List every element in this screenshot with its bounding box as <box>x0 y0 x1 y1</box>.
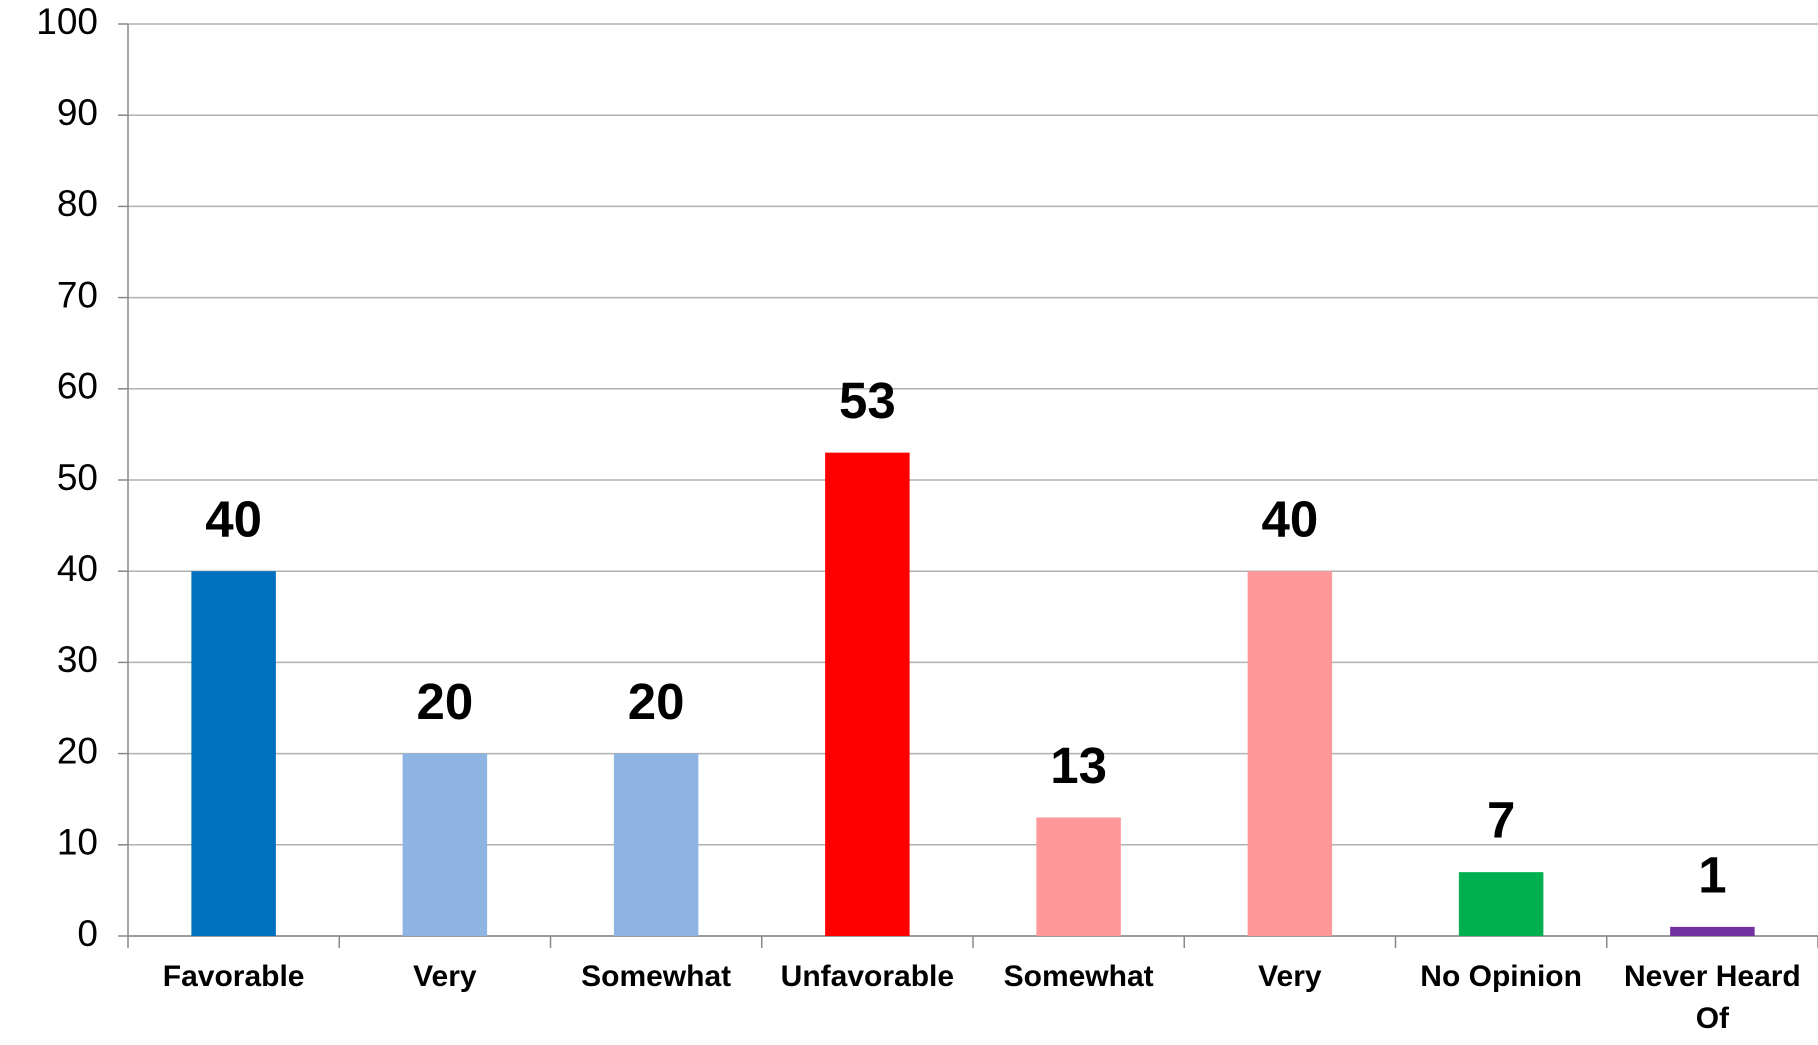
y-tick-label: 50 <box>57 457 98 498</box>
bar <box>825 452 910 936</box>
y-tick-label: 70 <box>57 274 98 315</box>
y-tick-label: 90 <box>57 92 98 133</box>
x-tick-label: Unfavorable <box>780 960 955 993</box>
bar <box>1247 571 1333 936</box>
value-label: 53 <box>839 372 896 429</box>
x-tick-label: Favorable <box>162 960 305 993</box>
x-tick-label: Very <box>413 960 477 993</box>
bar <box>402 753 488 936</box>
value-label: 20 <box>628 673 685 730</box>
value-label: 40 <box>205 491 262 548</box>
bar <box>191 571 276 936</box>
bar <box>1458 872 1544 936</box>
value-label: 40 <box>1262 491 1319 548</box>
x-tick-label: Very <box>1258 960 1322 993</box>
x-tick-label: Somewhat <box>581 960 732 993</box>
y-tick-label: 30 <box>57 639 98 680</box>
value-label: 13 <box>1050 737 1107 794</box>
y-tick-label: 40 <box>57 548 98 589</box>
y-tick-label: 20 <box>57 730 98 771</box>
value-label: 20 <box>417 673 474 730</box>
bar <box>1670 926 1755 936</box>
x-tick-label: Never Heard Of <box>1623 960 1801 1035</box>
bar <box>613 753 699 936</box>
y-tick-label: 80 <box>57 183 98 224</box>
value-label: 7 <box>1487 792 1515 849</box>
y-tick-label: 100 <box>36 1 98 42</box>
y-tick-label: 60 <box>57 366 98 407</box>
x-tick-label: Somewhat <box>1003 960 1154 993</box>
bar <box>1036 817 1121 936</box>
y-tick-label: 0 <box>77 913 98 954</box>
x-tick-label: No Opinion <box>1420 960 1582 993</box>
y-tick-label: 10 <box>57 822 98 863</box>
value-label: 1 <box>1698 846 1726 903</box>
